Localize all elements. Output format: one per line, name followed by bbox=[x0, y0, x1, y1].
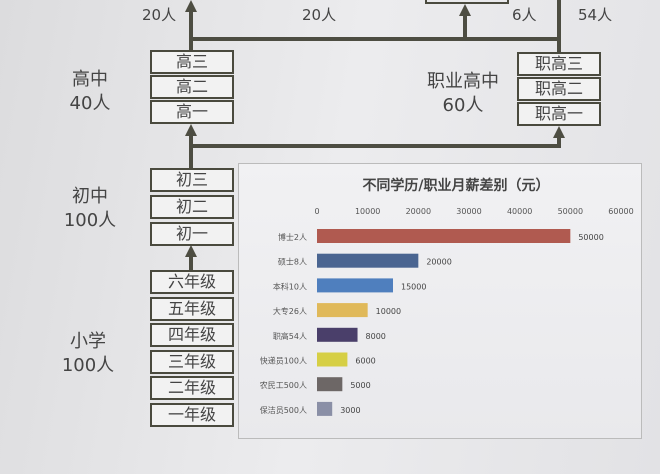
grade-box: 初二 bbox=[150, 195, 234, 219]
data-label: 15000 bbox=[401, 282, 426, 291]
label-text: 初中 bbox=[72, 186, 108, 207]
grade-box: 六年级 bbox=[150, 270, 234, 294]
grade-box: 高一 bbox=[150, 100, 234, 124]
data-label: 6000 bbox=[355, 357, 375, 366]
data-label: 10000 bbox=[376, 307, 401, 316]
grade-box: 四年级 bbox=[150, 323, 234, 347]
x-tick-label: 20000 bbox=[406, 207, 431, 216]
count-label: 54人 bbox=[578, 6, 613, 24]
connector-line bbox=[557, 0, 561, 52]
bar bbox=[317, 253, 419, 268]
chart-svg: 不同学历/职业月薪差别（元） 0 10000 20000 30000 40000 5000… bbox=[260, 177, 634, 416]
bar bbox=[317, 352, 348, 367]
grade-box: 职高三 bbox=[517, 52, 601, 76]
count-label: 20人 bbox=[302, 6, 337, 24]
data-label: 8000 bbox=[366, 332, 386, 341]
count-text: 100人 bbox=[63, 210, 117, 231]
bar bbox=[317, 401, 333, 416]
label-text: 高中 bbox=[72, 69, 108, 90]
x-tick-label: 40000 bbox=[507, 207, 532, 216]
grade-box: 一年级 bbox=[150, 403, 234, 427]
connector-line bbox=[189, 37, 561, 41]
category-label: 博士2人 bbox=[278, 232, 307, 242]
bar bbox=[317, 303, 368, 318]
x-tick-label: 60000 bbox=[608, 207, 633, 216]
count-text: 100人 bbox=[61, 355, 115, 376]
grade-box: 职高二 bbox=[517, 77, 601, 101]
category-label: 硕士8人 bbox=[278, 257, 307, 267]
grade-box: 三年级 bbox=[150, 350, 234, 374]
grade-box: 五年级 bbox=[150, 297, 234, 321]
grade-box: 高二 bbox=[150, 75, 234, 99]
data-label: 5000 bbox=[350, 381, 370, 390]
x-tick-label: 10000 bbox=[355, 207, 380, 216]
connector-line bbox=[189, 254, 193, 270]
x-tick-label: 0 bbox=[314, 207, 319, 216]
connector-line bbox=[557, 134, 561, 146]
count-text: 60人 bbox=[442, 95, 484, 116]
category-label: 本科10人 bbox=[273, 281, 307, 291]
partial-box bbox=[425, 0, 509, 4]
bar bbox=[317, 327, 358, 342]
high-school-label: 高中 40人 bbox=[62, 68, 118, 116]
arrow-up-icon bbox=[185, 245, 197, 257]
count-text: 40人 bbox=[69, 93, 111, 114]
arrow-up-icon bbox=[185, 124, 197, 136]
grade-box: 初三 bbox=[150, 168, 234, 192]
arrow-up-icon bbox=[553, 126, 565, 138]
count-label: 20人 bbox=[142, 6, 177, 24]
salary-chart: 不同学历/职业月薪差别（元） 0 10000 20000 30000 40000 5000… bbox=[238, 163, 642, 439]
chart-title: 不同学历/职业月薪差别（元） bbox=[362, 177, 549, 194]
vocational-label: 职业高中 60人 bbox=[418, 70, 508, 118]
category-label: 农民工500人 bbox=[260, 380, 307, 390]
x-tick-label: 50000 bbox=[558, 207, 583, 216]
data-label: 50000 bbox=[578, 233, 603, 242]
count-label: 6人 bbox=[512, 6, 537, 24]
bar bbox=[317, 229, 571, 243]
bar bbox=[317, 377, 343, 392]
arrow-up-icon bbox=[459, 4, 471, 16]
connector-line bbox=[189, 144, 561, 148]
label-text: 小学 bbox=[70, 331, 106, 352]
category-label: 大专26人 bbox=[273, 306, 307, 316]
x-tick-label: 30000 bbox=[456, 207, 481, 216]
primary-school-label: 小学 100人 bbox=[56, 330, 120, 378]
connector-line bbox=[189, 132, 193, 168]
category-label: 快递员100人 bbox=[260, 356, 307, 366]
connector-line bbox=[463, 14, 467, 39]
bar bbox=[317, 278, 393, 293]
grade-box: 职高一 bbox=[517, 102, 601, 126]
category-label: 保洁员500人 bbox=[260, 405, 307, 415]
data-label: 3000 bbox=[340, 406, 360, 415]
grade-box: 高三 bbox=[150, 50, 234, 74]
category-label: 职高54人 bbox=[273, 331, 307, 341]
data-label: 20000 bbox=[426, 258, 451, 267]
connector-line bbox=[189, 10, 193, 50]
grade-box: 二年级 bbox=[150, 376, 234, 400]
arrow-up-icon bbox=[185, 0, 197, 12]
middle-school-label: 初中 100人 bbox=[60, 185, 120, 233]
grade-box: 初一 bbox=[150, 222, 234, 246]
label-text: 职业高中 bbox=[427, 71, 499, 92]
